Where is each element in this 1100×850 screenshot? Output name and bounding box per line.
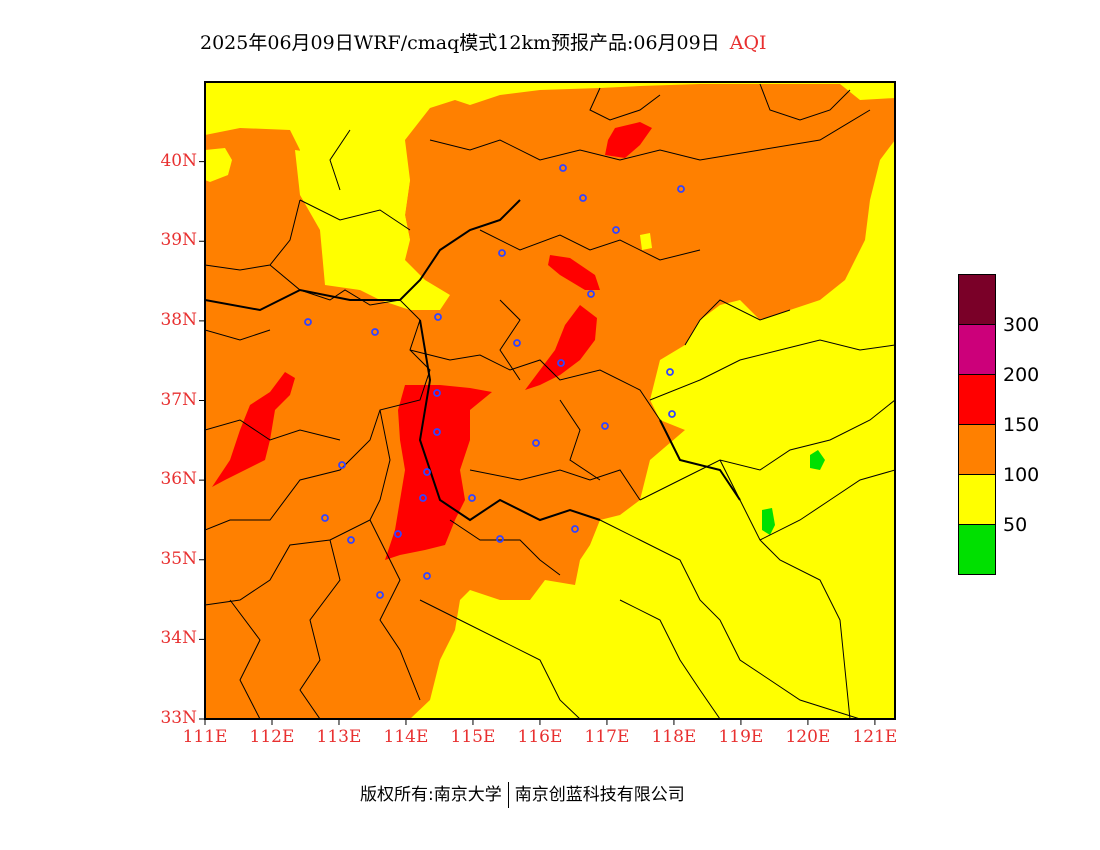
city-marker	[668, 410, 676, 418]
longitude-label: 113E	[316, 727, 362, 747]
boundary-lines	[205, 83, 895, 719]
aqi-zone-0-50-b	[762, 508, 775, 535]
longitude-label: 118E	[651, 727, 697, 747]
city-marker	[321, 514, 329, 522]
latitude-label: 38N	[160, 309, 197, 330]
latitude-label: 39N	[160, 230, 197, 251]
city-marker	[434, 313, 442, 321]
legend-label: 300	[1003, 314, 1040, 336]
city-marker	[677, 185, 685, 193]
aqi-zone-50-100-small	[640, 233, 652, 250]
city-marker	[433, 389, 441, 397]
longitude-label: 119E	[718, 727, 764, 747]
city-marker	[419, 494, 427, 502]
legend-label: 100	[1003, 464, 1040, 486]
latitude-label: 36N	[160, 469, 197, 490]
latitude-label: 35N	[160, 548, 197, 569]
city-marker	[532, 439, 540, 447]
latitude-label: 34N	[160, 628, 197, 649]
longitude-label: 120E	[785, 727, 831, 747]
longitude-label: 114E	[383, 727, 429, 747]
latitude-label: 33N	[160, 708, 197, 728]
aqi-zone-150-200-main	[385, 385, 492, 560]
city-marker	[601, 422, 609, 430]
legend-label: 200	[1003, 364, 1040, 386]
city-marker	[496, 535, 504, 543]
city-marker	[513, 339, 521, 347]
legend-swatch-100-150	[958, 424, 996, 475]
aqi-zone-0-50-a	[810, 450, 825, 470]
legend-label: 150	[1003, 414, 1040, 436]
aqi-zone-50-100-nw	[205, 148, 232, 182]
legend-swatch-300-plus	[958, 274, 996, 325]
city-marker	[571, 525, 579, 533]
city-marker	[371, 328, 379, 336]
legend-swatch-50-100	[958, 474, 996, 525]
latitude-label: 40N	[160, 150, 197, 171]
footer-divider	[507, 782, 509, 808]
axis-ticks	[199, 161, 876, 725]
longitude-label: 112E	[249, 727, 295, 747]
aqi-zone-150-200-ne	[548, 255, 600, 290]
city-marker	[468, 494, 476, 502]
city-markers	[304, 164, 685, 599]
city-marker	[423, 572, 431, 580]
footer-copyright: 版权所有:南京大学	[360, 785, 502, 805]
legend-swatch-0-50	[958, 524, 996, 575]
city-marker	[579, 194, 587, 202]
footer: 版权所有:南京大学 南京创蓝科技有限公司	[360, 780, 685, 808]
aqi-zone-50-100-north	[295, 150, 450, 310]
city-marker	[304, 318, 312, 326]
legend-swatch-200-300	[958, 324, 996, 375]
aqi-zone-150-200-center	[525, 305, 597, 390]
city-marker	[559, 164, 567, 172]
city-marker	[498, 249, 506, 257]
title-variable: AQI	[729, 32, 767, 54]
longitude-label: 115E	[450, 727, 496, 747]
latitude-label: 37N	[160, 389, 197, 410]
city-marker	[612, 226, 620, 234]
aqi-zone-100-150	[205, 84, 895, 719]
city-marker	[338, 461, 346, 469]
longitude-label: 116E	[517, 727, 563, 747]
longitude-label: 111E	[182, 727, 228, 747]
city-marker	[433, 428, 441, 436]
title-main: 2025年06月09日WRF/cmaq模式12km预报产品:06月09日	[200, 32, 720, 54]
longitude-label: 121E	[852, 727, 898, 747]
longitude-label: 117E	[584, 727, 630, 747]
city-marker	[394, 530, 402, 538]
aqi-zone-150-200-north	[605, 122, 652, 158]
map-title: 2025年06月09日WRF/cmaq模式12km预报产品:06月09日 AQI	[200, 28, 767, 55]
city-marker	[666, 368, 674, 376]
city-marker	[557, 359, 565, 367]
city-marker	[423, 468, 431, 476]
province-boundaries	[205, 199, 741, 522]
legend-swatch-150-200	[958, 374, 996, 425]
footer-company: 南京创蓝科技有限公司	[514, 785, 685, 805]
city-marker	[587, 290, 595, 298]
city-marker	[347, 536, 355, 544]
map-area	[205, 82, 895, 719]
city-marker	[376, 591, 384, 599]
legend-label: 50	[1003, 514, 1028, 536]
